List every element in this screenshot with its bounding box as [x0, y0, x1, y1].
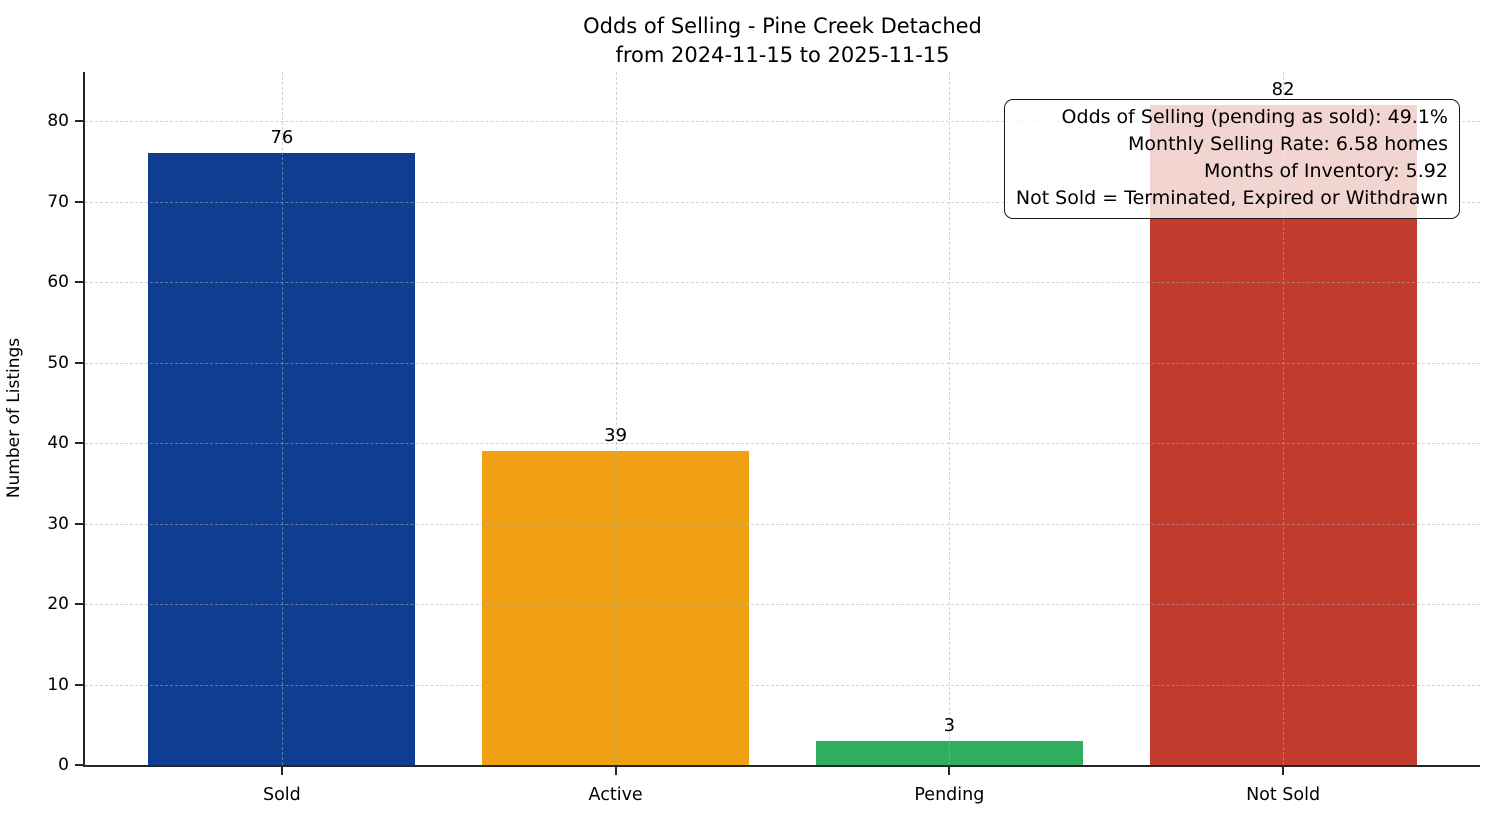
gridline-vertical [1283, 72, 1285, 765]
chart-subtitle: from 2024-11-15 to 2025-11-15 [615, 43, 950, 67]
y-tick-label: 50 [47, 352, 69, 373]
annotation-line-notsold: Not Sold = Terminated, Expired or Withdr… [1015, 187, 1448, 209]
x-axis-spine [83, 765, 1480, 767]
y-tick-mark [75, 281, 83, 284]
gridline-horizontal [85, 121, 1480, 123]
y-tick-label: 0 [58, 755, 69, 775]
gridline-vertical [281, 72, 283, 765]
y-tick-mark [75, 442, 83, 445]
stats-annotation-box: Odds of Selling (pending as sold): 49.1%… [1003, 99, 1460, 219]
y-tick-mark [75, 522, 83, 525]
gridline-horizontal [85, 362, 1480, 364]
annotation-line-inventory: Months of Inventory: 5.92 [1204, 160, 1448, 182]
bar-value-label: 39 [604, 425, 628, 447]
bar-pending [815, 740, 1083, 765]
x-tick-mark [280, 767, 283, 775]
y-tick-mark [75, 683, 83, 686]
bar-value-label: 82 [1271, 79, 1295, 100]
y-tick-label: 10 [47, 674, 69, 695]
y-tick-label: 20 [47, 594, 69, 615]
y-axis-label: Number of Listings [4, 337, 24, 499]
x-tick-label: Sold [262, 785, 301, 805]
annotation-line-odds: Odds of Selling (pending as sold): 49.1% [1061, 106, 1448, 128]
y-tick-mark [75, 200, 83, 203]
x-tick-mark [1282, 767, 1285, 775]
x-tick-mark [614, 767, 617, 775]
x-tick-label: Active [588, 785, 643, 805]
chart-title-block: Odds of Selling - Pine Creek Detached fr… [85, 12, 1480, 70]
x-tick-mark [948, 767, 951, 775]
x-tick-label: Pending [914, 785, 985, 805]
y-tick-mark [75, 361, 83, 364]
gridline-horizontal [85, 443, 1480, 445]
gridline-horizontal [85, 684, 1480, 686]
bar-value-label: 3 [943, 714, 956, 736]
gridline-horizontal [85, 523, 1480, 525]
gridline-vertical [949, 72, 951, 765]
y-tick-label: 80 [47, 111, 69, 132]
gridline-horizontal [85, 201, 1480, 203]
y-tick-label: 60 [47, 272, 69, 293]
y-tick-label: 40 [47, 433, 69, 454]
y-tick-mark [75, 603, 83, 606]
y-tick-mark [75, 764, 83, 766]
gridline-horizontal [85, 604, 1480, 606]
bar-value-label: 76 [270, 127, 294, 149]
y-tick-label: 30 [47, 513, 69, 534]
y-axis-spine [83, 72, 85, 767]
chart-title: Odds of Selling - Pine Creek Detached [583, 14, 982, 38]
annotation-line-rate: Monthly Selling Rate: 6.58 homes [1128, 133, 1448, 155]
gridline-vertical [615, 72, 617, 765]
y-tick-mark [75, 120, 83, 123]
gridline-horizontal [85, 282, 1480, 284]
x-tick-label: Not Sold [1246, 785, 1321, 805]
y-tick-label: 70 [47, 191, 69, 212]
